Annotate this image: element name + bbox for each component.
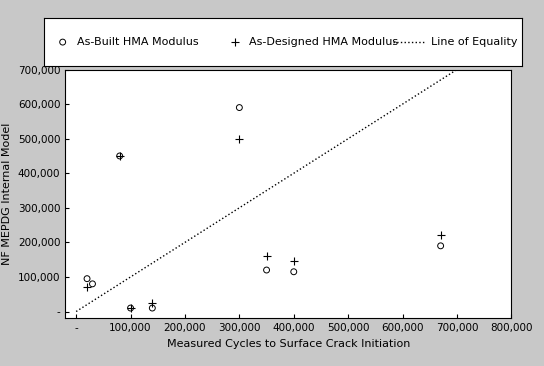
As-Built HMA Modulus (115, 153, 124, 159)
Text: As-Built HMA Modulus: As-Built HMA Modulus (77, 37, 199, 47)
As-Built HMA Modulus (235, 105, 244, 111)
As-Built HMA Modulus (436, 243, 445, 249)
As-Built HMA Modulus (262, 267, 271, 273)
As-Designed HMA Modulus (235, 136, 244, 142)
As-Designed HMA Modulus (126, 305, 135, 311)
As-Designed HMA Modulus (115, 153, 124, 159)
X-axis label: Measured Cycles to Surface Crack Initiation: Measured Cycles to Surface Crack Initiat… (166, 339, 410, 349)
As-Designed HMA Modulus (262, 253, 271, 259)
Y-axis label: NF MEPDG Internal Model: NF MEPDG Internal Model (2, 123, 13, 265)
As-Designed HMA Modulus (436, 232, 445, 238)
Text: Line of Equality: Line of Equality (431, 37, 518, 47)
As-Built HMA Modulus (126, 305, 135, 311)
Text: As-Designed HMA Modulus: As-Designed HMA Modulus (249, 37, 399, 47)
As-Designed HMA Modulus (289, 258, 298, 264)
As-Built HMA Modulus (289, 269, 298, 274)
As-Built HMA Modulus (148, 305, 157, 311)
As-Designed HMA Modulus (83, 284, 91, 290)
As-Built HMA Modulus (88, 281, 97, 287)
As-Designed HMA Modulus (148, 300, 157, 306)
As-Built HMA Modulus (83, 276, 91, 281)
